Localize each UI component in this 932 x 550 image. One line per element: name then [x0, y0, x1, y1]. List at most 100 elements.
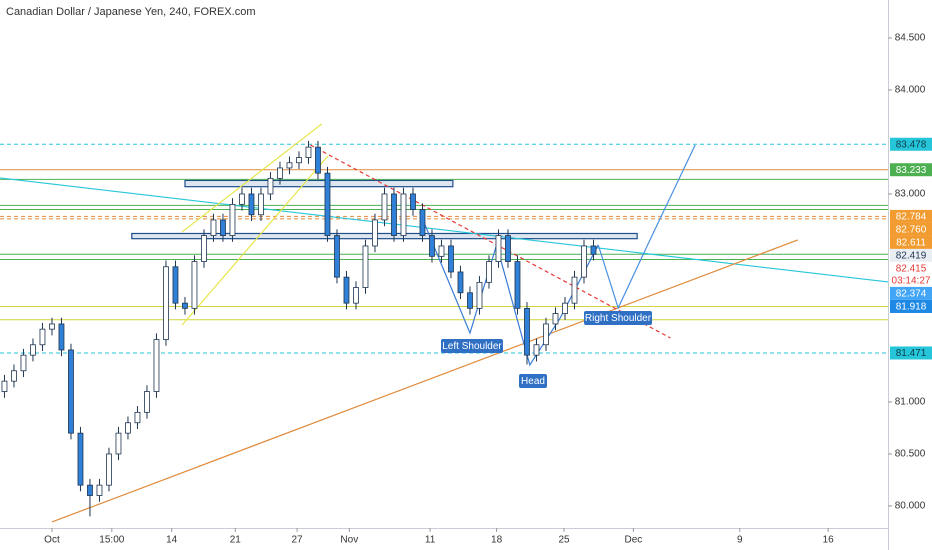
candle-body: [505, 235, 511, 262]
x-tick-label: 27: [292, 535, 304, 546]
price-label-box: [890, 209, 932, 223]
candle-body: [362, 245, 369, 288]
candle-body: [68, 349, 74, 434]
candle-body: [20, 354, 27, 372]
y-tick-label: 84.000: [895, 85, 926, 96]
price-label-box: [890, 248, 932, 262]
price-label-box: [890, 163, 932, 177]
price-label: 81.471: [896, 348, 927, 359]
price-label: 81.918: [896, 302, 927, 313]
candle-body: [239, 193, 245, 205]
price-label-box: [890, 346, 932, 360]
zone: [184, 179, 454, 188]
price-label: 82.784: [896, 212, 927, 223]
x-tick-label: 18: [491, 535, 503, 546]
price-label-box: [890, 235, 932, 249]
candle-body: [248, 193, 255, 216]
candle-body: [163, 266, 169, 340]
candle-body: [220, 219, 226, 236]
price-label-box: [890, 286, 932, 300]
candle-body: [134, 411, 141, 424]
price-label: 82.760: [896, 225, 927, 236]
candle-body: [144, 391, 150, 413]
price-label: 82.419: [896, 251, 927, 262]
candle-body: [438, 245, 445, 257]
y-tick-label: 84.500: [895, 33, 926, 44]
annotation-box: [584, 311, 652, 325]
x-tick-label: 9: [737, 535, 743, 546]
candle-body: [153, 339, 160, 392]
candle-body: [514, 261, 521, 309]
y-tick-label: 83.000: [895, 189, 926, 200]
x-tick-label: 15:00: [99, 535, 124, 546]
candle-body: [524, 307, 530, 356]
x-tick-label: Oct: [44, 535, 60, 546]
trend-line: [181, 155, 329, 326]
candle-body: [495, 235, 502, 262]
candle-body: [315, 146, 321, 174]
candle-body: [581, 245, 587, 278]
candle-body: [590, 245, 597, 255]
x-tick-label: 16: [823, 535, 835, 546]
x-tick-label: 11: [425, 535, 436, 546]
candle-body: [305, 146, 312, 158]
candle-body: [372, 219, 378, 247]
x-tick-label: 25: [558, 535, 570, 546]
candle-body: [229, 203, 236, 236]
candle-body: [400, 193, 407, 236]
candle-body: [467, 292, 473, 309]
price-label-box: [890, 222, 932, 236]
candle-body: [562, 302, 568, 314]
price-label: 82.611: [896, 238, 926, 249]
price-label-box: [890, 261, 932, 275]
countdown-box: [890, 274, 932, 287]
candle-body: [11, 370, 17, 382]
trend-line: [310, 144, 671, 339]
annotation-text: Right Shoulder: [585, 313, 652, 324]
y-tick-label: 81.000: [895, 397, 926, 408]
candle-body: [49, 323, 55, 330]
chart-title: Canadian Dollar / Japanese Yen, 240, FOR…: [6, 6, 255, 18]
candle-body: [210, 219, 217, 236]
price-label: 82.415: [896, 264, 927, 275]
candle-body: [381, 193, 388, 221]
candle-body: [543, 323, 549, 346]
candle-body: [533, 344, 540, 356]
candle-body: [476, 281, 483, 309]
candle-body: [267, 177, 274, 195]
candle-body: [419, 209, 426, 236]
annotation-text: Head: [521, 376, 545, 387]
annotation-box: [441, 339, 503, 353]
candle-body: [191, 261, 198, 309]
x-tick-label: Dec: [624, 535, 642, 546]
candle-body: [296, 157, 302, 164]
candle-body: [258, 193, 264, 216]
annotation: Left Shoulder: [441, 339, 503, 353]
candle-body: [182, 302, 188, 309]
trend-line: [181, 123, 323, 233]
candle-body: [87, 484, 93, 496]
candle-body: [552, 313, 559, 325]
candle-body: [571, 276, 578, 304]
y-tick-label: 80.500: [895, 449, 926, 460]
countdown: 03:14:27: [892, 276, 931, 287]
candle-body: [334, 235, 340, 278]
candle-body: [1, 380, 8, 392]
zone: [131, 232, 638, 240]
candle-body: [343, 276, 350, 304]
candle-body: [277, 167, 283, 179]
candle-body: [353, 287, 359, 304]
price-label: 83.233: [896, 165, 927, 176]
candle-body: [324, 172, 331, 236]
trend-line: [51, 239, 798, 523]
candle-body: [391, 193, 397, 236]
candle-body: [448, 245, 454, 273]
price-label-box: [890, 137, 932, 151]
trend-line: [0, 177, 889, 283]
price-label-box: [890, 299, 932, 313]
price-label: 82.374: [896, 289, 927, 300]
candle-body: [30, 344, 36, 356]
x-tick-label: Nov: [340, 535, 358, 546]
